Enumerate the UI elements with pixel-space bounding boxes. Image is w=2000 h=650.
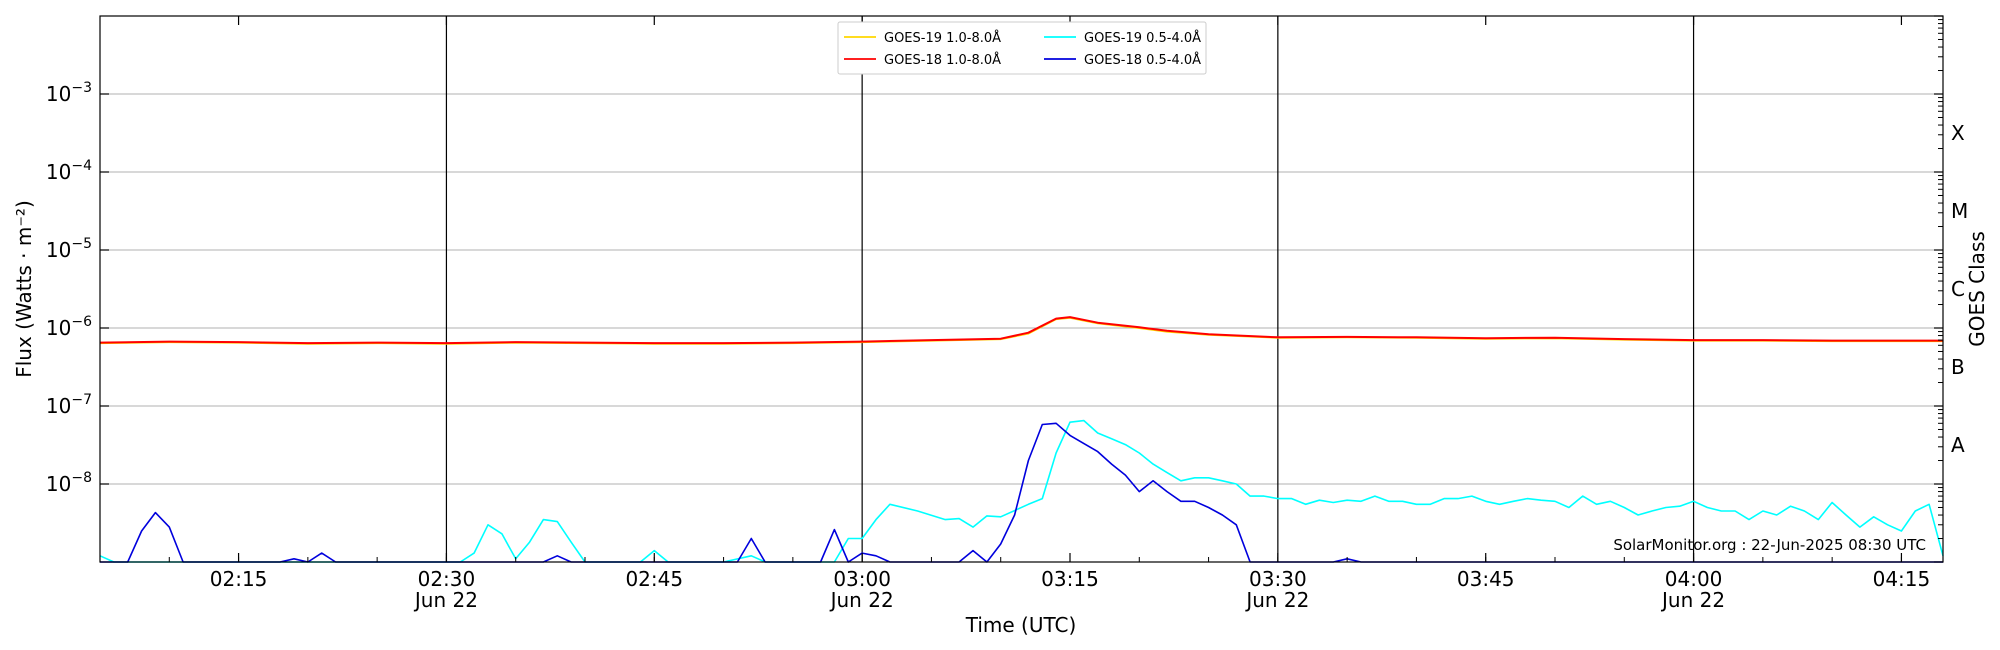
series-line-1 [99,316,1943,345]
x-tick-label: 03:00 [833,567,891,591]
plot-frame [99,15,1944,563]
x-tick-label: 02:45 [625,567,683,591]
y-tick-label: 10−4 [46,158,92,184]
legend-box [837,21,1207,75]
x-tick-date-label: Jun 22 [829,588,894,612]
y-axis-title: Flux (Watts · m⁻²) [12,200,36,378]
x-tick-date-label: Jun 22 [1244,588,1309,612]
x-tick-date-label: Jun 22 [413,588,478,612]
goes-class-labels: A B C M X [1951,121,1968,457]
goes-class-x: X [1951,121,1965,145]
y-tick-label: 10−8 [46,470,92,496]
y-tick-label: 10−7 [46,392,92,418]
goes-class-c: C [1951,277,1965,301]
x-tick-label: 02:30 [418,567,476,591]
goes-class-m: M [1951,199,1968,223]
x-tick-label: 04:15 [1873,567,1931,591]
x-tick-label: 02:15 [210,567,268,591]
y-tick-labels: 10−8 10−7 10−6 10−5 10−4 10−3 [46,80,92,496]
x-tick-label: 03:45 [1457,567,1515,591]
x-tick-label: 03:30 [1249,567,1307,591]
legend-label: GOES-19 0.5-4.0Å [1084,30,1201,46]
y-tick-label: 10−3 [46,80,92,106]
x-tick-label: 04:00 [1665,567,1723,591]
vertical-gridlines [445,16,1695,562]
x-axis-title: Time (UTC) [965,613,1077,637]
ticks-layer [99,15,1943,563]
legend-label: GOES-19 1.0-8.0Å [884,30,1001,46]
goes-class-a: A [1951,433,1965,457]
x-tick-label: 03:15 [1041,567,1099,591]
legend-label: GOES-18 0.5-4.0Å [1084,52,1201,68]
plot-area [100,16,1943,562]
y-tick-label: 10−5 [46,236,92,262]
y-tick-label: 10−6 [46,314,92,340]
x-tick-date-label: Jun 22 [1660,588,1725,612]
legend: GOES-19 1.0-8.0Å GOES-19 0.5-4.0Å GOES-18 … [837,21,1207,75]
goes-class-b: B [1951,355,1965,379]
horizontal-gridlines [100,93,1943,485]
legend-label: GOES-18 1.0-8.0Å [884,52,1001,68]
y2-axis-title: GOES Class [1965,231,1989,347]
credit-text: SolarMonitor.org : 22-Jun-2025 08:30 UTC [1613,536,1926,554]
series-line-3 [100,422,1943,563]
